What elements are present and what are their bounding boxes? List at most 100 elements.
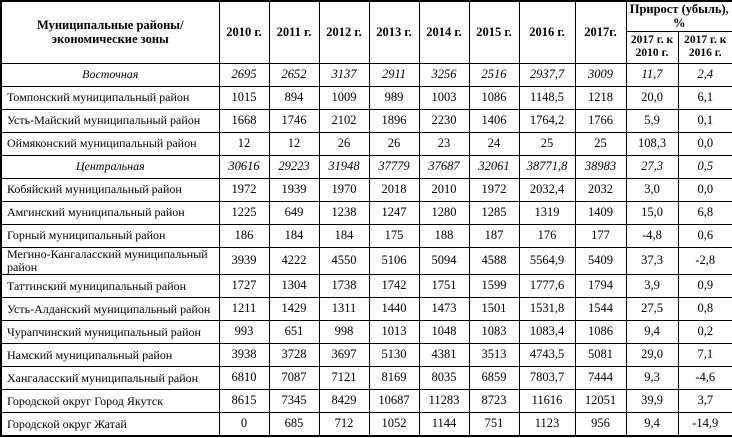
cell-value: 0,1 (677, 108, 732, 133)
row-label: Усть-Алданский муниципальный район (0, 297, 220, 322)
cell-value: 8169 (368, 366, 420, 391)
cell-value: 5106 (368, 246, 420, 276)
header-year-2012: 2012 г. (318, 0, 370, 64)
cell-value: 4381 (418, 343, 470, 368)
table-body: Восточная 2695 2652 3137 2911 3256 2516 2937,7 3… (0, 62, 732, 437)
cell-value: 0,5 (677, 154, 732, 179)
row-label: Чурапчинский муниципальный район (0, 320, 220, 345)
district-row: Кобяйский муниципальный район 1972 1939 197… (0, 177, 732, 202)
cell-value: 1319 (518, 200, 576, 225)
cell-value: 1144 (418, 412, 470, 437)
cell-value: 6,1 (677, 85, 732, 110)
cell-value: 956 (574, 412, 627, 437)
cell-value: 1406 (468, 108, 520, 133)
cell-value: 1751 (418, 274, 470, 299)
cell-value: 38771,8 (518, 154, 576, 179)
cell-value: 1009 (318, 85, 370, 110)
cell-value: 1972 (468, 177, 520, 202)
cell-value: 7121 (318, 366, 370, 391)
cell-value: 1280 (418, 200, 470, 225)
cell-value: 3938 (218, 343, 270, 368)
cell-value: 1742 (368, 274, 420, 299)
cell-value: 2230 (418, 108, 470, 133)
cell-value: 6810 (218, 366, 270, 391)
cell-value: 3513 (468, 343, 520, 368)
cell-value: 188 (418, 223, 470, 248)
header-year-2017: 2017г. (574, 0, 627, 64)
zone-summary-row: Центральная 30616 29223 31948 37779 37687 3206… (0, 154, 732, 179)
cell-value: -2,8 (677, 246, 732, 276)
district-row: Оймяконский муниципальный район 12 12 26 26 2… (0, 131, 732, 156)
cell-value: 24 (468, 131, 520, 156)
row-label: Оймяконский муниципальный район (0, 131, 220, 156)
cell-value: 3,7 (677, 389, 732, 414)
cell-value: 4743,5 (518, 343, 576, 368)
cell-value: 1211 (218, 297, 270, 322)
cell-value: 0 (218, 412, 270, 437)
header-year-2011: 2011 г. (268, 0, 320, 64)
cell-value: 1086 (574, 320, 627, 345)
cell-value: 998 (318, 320, 370, 345)
cell-value: 2010 (418, 177, 470, 202)
cell-value: 1599 (468, 274, 520, 299)
cell-value: 1727 (218, 274, 270, 299)
row-label: Мегино-Кангаласский муниципальный район (0, 246, 220, 276)
cell-value: 1970 (318, 177, 370, 202)
cell-value: 0,8 (677, 297, 732, 322)
cell-value: 1473 (418, 297, 470, 322)
cell-value: 30616 (218, 154, 270, 179)
cell-value: 39,9 (625, 389, 679, 414)
cell-value: 5,9 (625, 108, 679, 133)
cell-value: 1766 (574, 108, 627, 133)
cell-value: 6,8 (677, 200, 732, 225)
header-year-2016: 2016 г. (518, 0, 576, 64)
cell-value: 1746 (268, 108, 320, 133)
row-label: Намский муниципальный район (0, 343, 220, 368)
cell-value: 25 (574, 131, 627, 156)
cell-value: 7444 (574, 366, 627, 391)
cell-value: -14,9 (677, 412, 732, 437)
cell-value: 1440 (368, 297, 420, 322)
cell-value: 1501 (468, 297, 520, 322)
cell-value: 3,9 (625, 274, 679, 299)
cell-value: 1972 (218, 177, 270, 202)
district-row: Городской округ Город Якутск 8615 7345 8429… (0, 389, 732, 414)
cell-value: 712 (318, 412, 370, 437)
cell-value: 0,0 (677, 177, 732, 202)
cell-value: 649 (268, 200, 320, 225)
cell-value: 29223 (268, 154, 320, 179)
cell-value: 2032,4 (518, 177, 576, 202)
cell-value: 184 (318, 223, 370, 248)
cell-value: 25 (518, 131, 576, 156)
cell-value: 1148,5 (518, 85, 576, 110)
cell-value: 3728 (268, 343, 320, 368)
zone-summary-row: Восточная 2695 2652 3137 2911 3256 2516 2937,7 3… (0, 62, 732, 87)
header-year-2015: 2015 г. (468, 0, 520, 64)
cell-value: 6859 (468, 366, 520, 391)
cell-value: 651 (268, 320, 320, 345)
cell-value: 177 (574, 223, 627, 248)
cell-value: 37,3 (625, 246, 679, 276)
header-growth-group: Прирост (убыль), % (625, 0, 732, 32)
cell-value: 27,5 (625, 297, 679, 322)
district-row: Усть-Алданский муниципальный район 1211 14… (0, 297, 732, 322)
cell-value: 175 (368, 223, 420, 248)
district-row: Усть-Майский муниципальный район 1668 1746… (0, 108, 732, 133)
cell-value: 1409 (574, 200, 627, 225)
cell-value: 12 (218, 131, 270, 156)
row-label: Усть-Майский муниципальный район (0, 108, 220, 133)
district-row: Хангаласский муниципальный район 6810 7087… (0, 366, 732, 391)
cell-value: 26 (318, 131, 370, 156)
cell-value: 4222 (268, 246, 320, 276)
cell-value: 9,4 (625, 412, 679, 437)
cell-value: 11616 (518, 389, 576, 414)
header-row-top: Муниципальные районы/экономические зоны … (0, 0, 732, 64)
cell-value: 1311 (318, 297, 370, 322)
cell-value: 1015 (218, 85, 270, 110)
cell-value: 8429 (318, 389, 370, 414)
header-districts-column: Муниципальные районы/экономические зоны (0, 0, 220, 64)
row-label: Городской округ Город Якутск (0, 389, 220, 414)
cell-value: 0,0 (677, 131, 732, 156)
cell-value: 1531,8 (518, 297, 576, 322)
